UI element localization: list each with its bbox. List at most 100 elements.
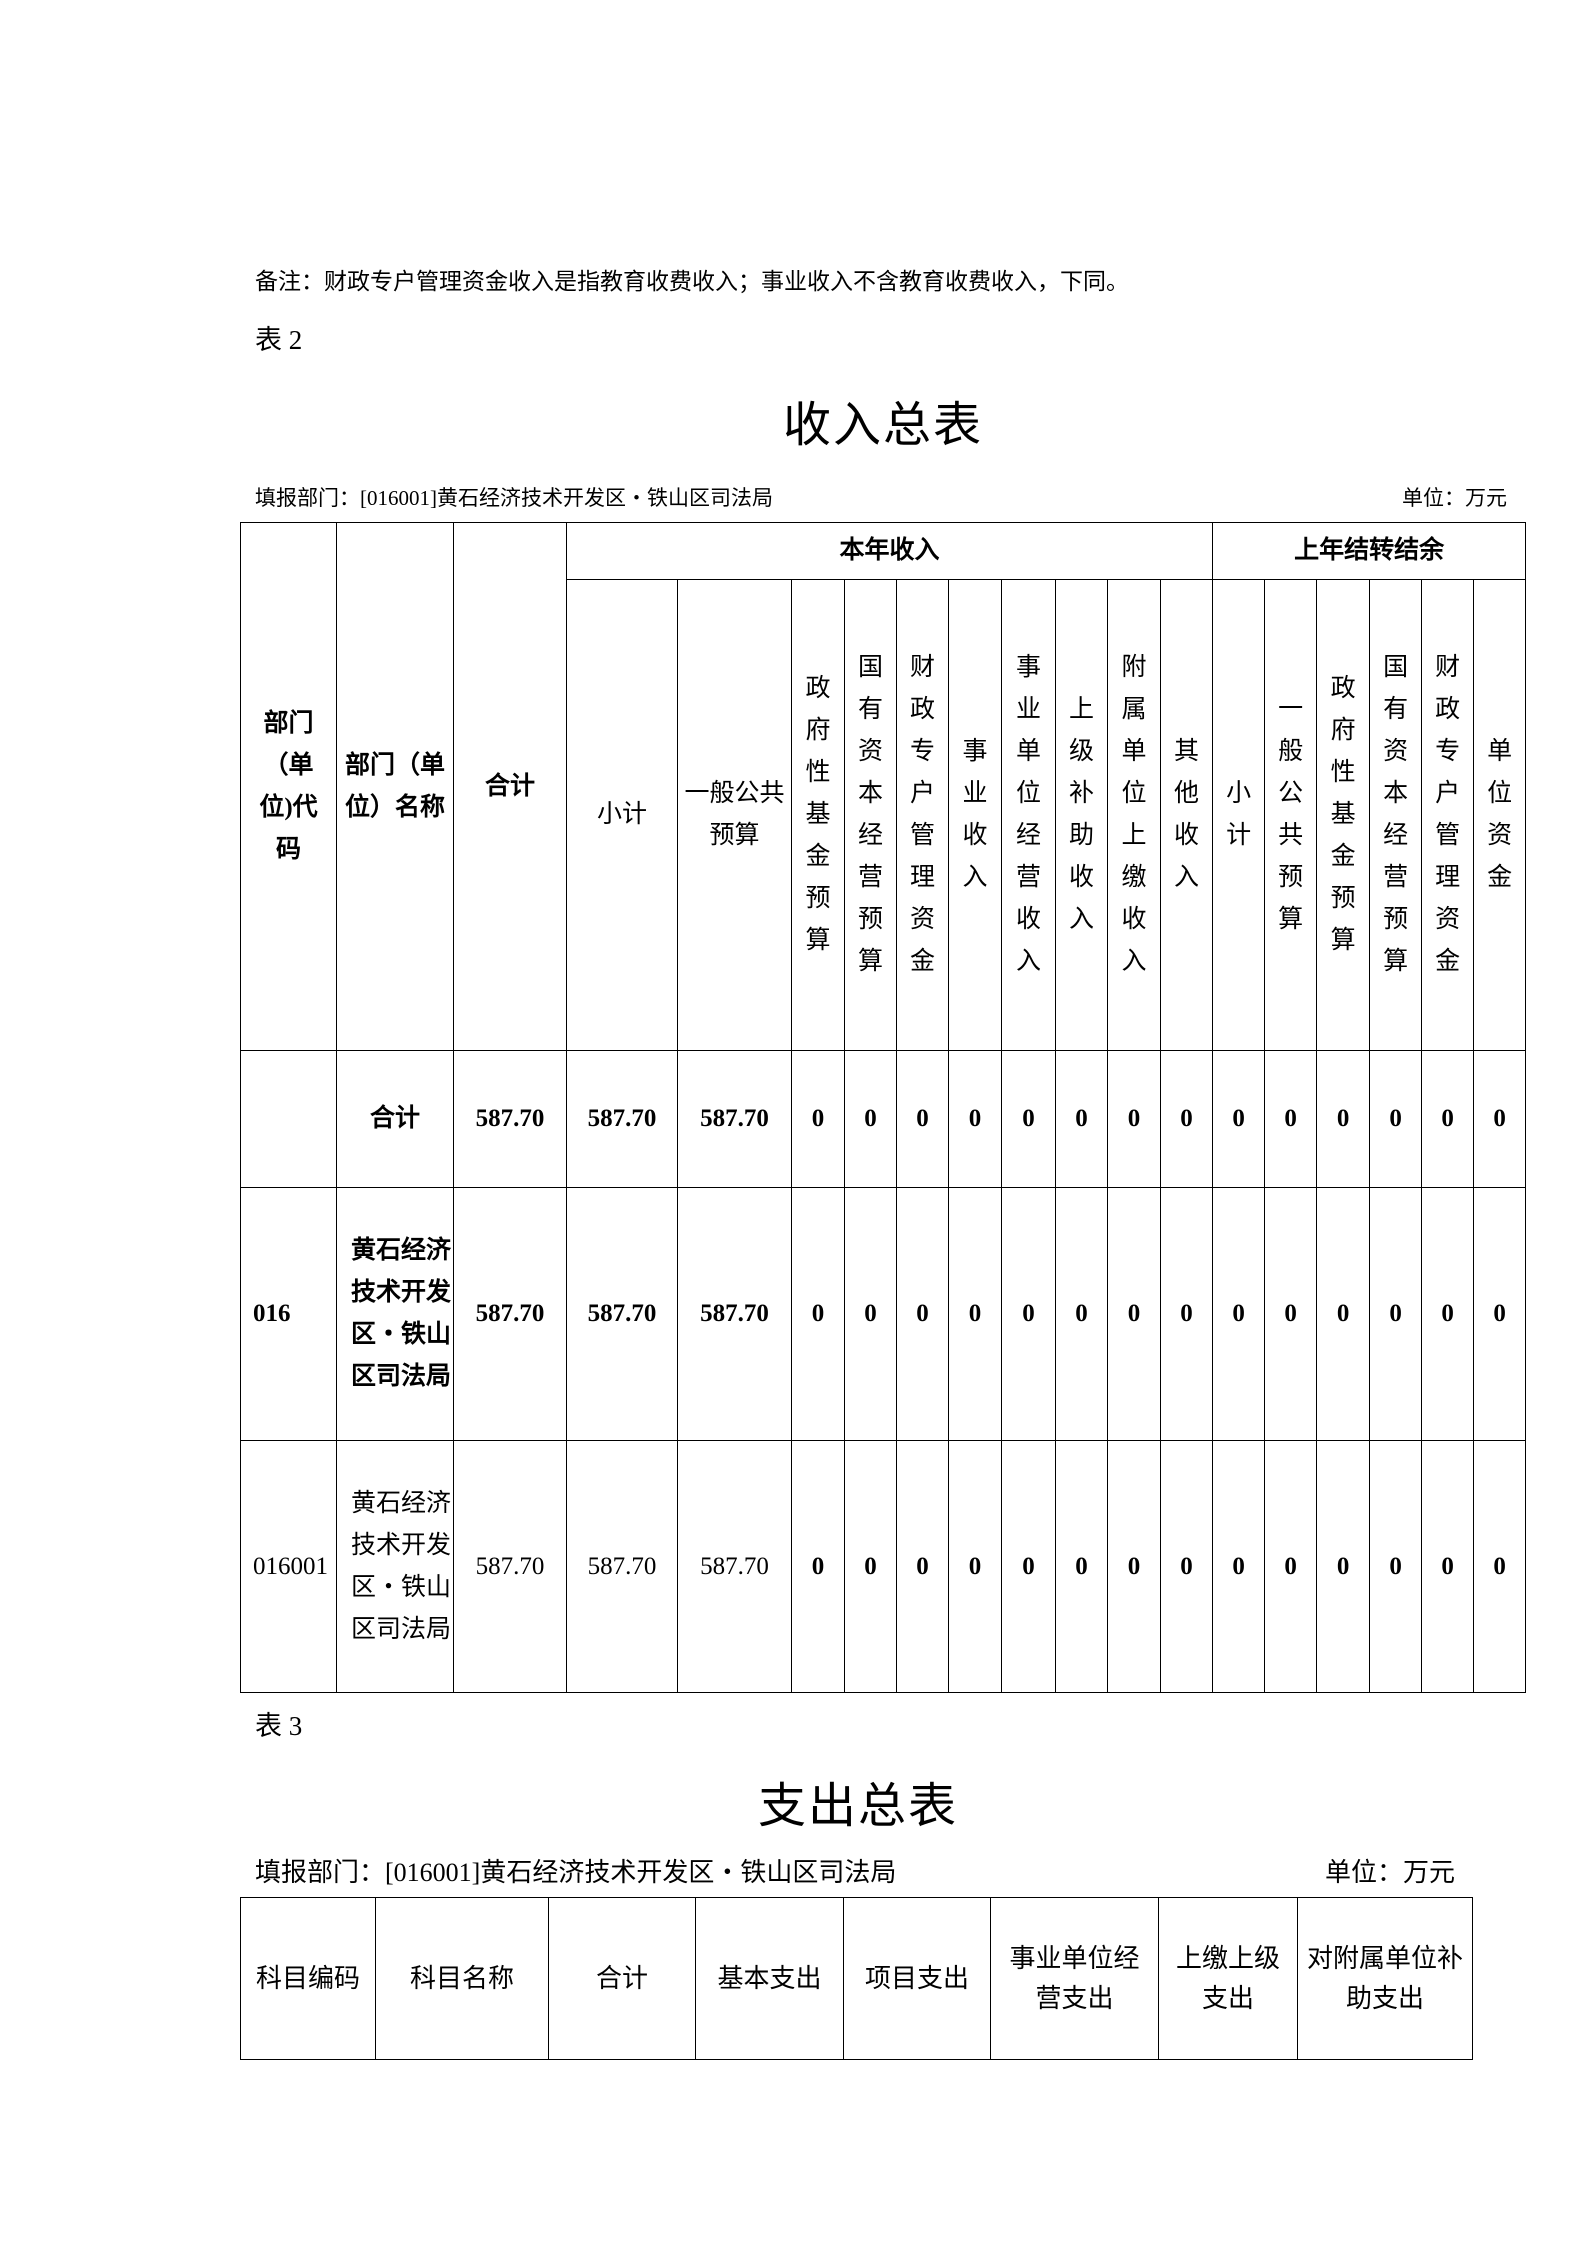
column-header: 附属单位上缴收入 bbox=[1107, 579, 1161, 1051]
table-row: 016001 黄石经济技术开发区・铁山区司法局 587.70 587.70 587.70… bbox=[240, 1440, 1527, 1693]
amount-cell: 587.70 bbox=[566, 1440, 678, 1693]
amount-cell: 0 bbox=[1369, 1440, 1423, 1693]
table2-unit: 单位：万元 bbox=[1402, 486, 1507, 510]
column-header: 财政专户管理资金 bbox=[896, 579, 949, 1051]
amount-cell: 0 bbox=[1369, 1050, 1423, 1188]
amount-cell: 0 bbox=[1264, 1050, 1318, 1188]
dept-name-cell: 黄石经济技术开发区・铁山区司法局 bbox=[336, 1187, 454, 1441]
column-header: 一般公共预算 bbox=[677, 579, 792, 1051]
table-row: 016 黄石经济技术开发区・铁山区司法局 587.70 587.70 587.70 0 0 0… bbox=[240, 1187, 1527, 1441]
amount-cell: 0 bbox=[1107, 1440, 1161, 1693]
amount-cell: 0 bbox=[1421, 1187, 1475, 1441]
amount-cell: 0 bbox=[1421, 1440, 1475, 1693]
amount-cell: 0 bbox=[1001, 1050, 1056, 1188]
group-header-prior-balance: 上年结转结余 bbox=[1212, 522, 1527, 580]
column-header: 合计 bbox=[453, 522, 567, 1051]
amount-cell: 0 bbox=[1264, 1440, 1318, 1693]
table3-title: 支出总表 bbox=[757, 1780, 959, 1833]
amount-cell: 587.70 bbox=[453, 1187, 567, 1441]
amount-cell: 587.70 bbox=[566, 1050, 678, 1188]
expense-summary-table: 科目编码 科目名称 合计 基本支出 项目支出 事业单位经营支出 上缴上级支出 对附属单位补助支… bbox=[240, 1897, 1473, 2060]
table-row: 合计 587.70 587.70 587.70 0 0 0 0 0 0 0 0 0 0 0 0 0 0 bbox=[240, 1050, 1527, 1188]
dept-code-cell: 016 bbox=[240, 1187, 337, 1441]
amount-cell: 0 bbox=[1316, 1187, 1371, 1441]
amount-cell: 0 bbox=[1159, 1050, 1214, 1188]
amount-cell: 0 bbox=[1055, 1440, 1108, 1693]
dept-name-cell: 合计 bbox=[336, 1050, 454, 1188]
dept-name-cell: 黄石经济技术开发区・铁山区司法局 bbox=[336, 1440, 454, 1693]
table2-label: 表 2 bbox=[255, 325, 303, 355]
column-header: 部门（单位）名称 bbox=[336, 522, 454, 1051]
amount-cell: 0 bbox=[1316, 1050, 1371, 1188]
amount-cell: 0 bbox=[1159, 1440, 1214, 1693]
column-header: 其他收入 bbox=[1159, 579, 1214, 1051]
amount-cell: 0 bbox=[948, 1050, 1002, 1188]
amount-cell: 0 bbox=[1421, 1050, 1475, 1188]
amount-cell: 0 bbox=[948, 1187, 1002, 1441]
column-header: 政府性基金预算 bbox=[1316, 579, 1371, 1051]
amount-cell: 0 bbox=[1107, 1187, 1161, 1441]
column-header: 政府性基金预算 bbox=[791, 579, 845, 1051]
amount-cell: 0 bbox=[1159, 1187, 1214, 1441]
amount-cell: 587.70 bbox=[677, 1050, 792, 1188]
amount-cell: 0 bbox=[1369, 1187, 1423, 1441]
dept-code-cell: 016001 bbox=[240, 1440, 337, 1693]
table3-unit: 单位：万元 bbox=[1325, 1858, 1456, 1887]
table3-label: 表 3 bbox=[255, 1711, 303, 1741]
amount-cell: 0 bbox=[1212, 1440, 1266, 1693]
amount-cell: 0 bbox=[1316, 1440, 1371, 1693]
column-header: 事业单位经营收入 bbox=[1001, 579, 1056, 1051]
amount-cell: 587.70 bbox=[566, 1187, 678, 1441]
column-header: 小计 bbox=[566, 579, 678, 1051]
amount-cell: 0 bbox=[1473, 1187, 1527, 1441]
column-header: 科目编码 bbox=[240, 1897, 376, 2060]
column-header: 对附属单位补助支出 bbox=[1297, 1897, 1473, 2060]
amount-cell: 0 bbox=[1001, 1440, 1056, 1693]
amount-cell: 0 bbox=[948, 1440, 1002, 1693]
column-header: 事业单位经营支出 bbox=[990, 1897, 1159, 2060]
column-header: 上级补助收入 bbox=[1055, 579, 1108, 1051]
amount-cell: 0 bbox=[1473, 1050, 1527, 1188]
amount-cell: 0 bbox=[1264, 1187, 1318, 1441]
table2-title: 收入总表 bbox=[782, 399, 984, 452]
amount-cell: 0 bbox=[791, 1440, 845, 1693]
amount-cell: 0 bbox=[1107, 1050, 1161, 1188]
column-header: 上缴上级支出 bbox=[1158, 1897, 1298, 2060]
column-header: 部门（单位)代码 bbox=[240, 522, 337, 1051]
group-header-current-year: 本年收入 bbox=[565, 522, 1214, 580]
amount-cell: 587.70 bbox=[677, 1440, 792, 1693]
amount-cell: 0 bbox=[896, 1050, 949, 1188]
amount-cell: 587.70 bbox=[453, 1050, 567, 1188]
table3-dept: 填报部门：[016001]黄石经济技术开发区・铁山区司法局 bbox=[255, 1858, 897, 1887]
column-header: 项目支出 bbox=[843, 1897, 991, 2060]
column-header: 一般公共预算 bbox=[1264, 579, 1318, 1051]
amount-cell: 0 bbox=[791, 1187, 845, 1441]
amount-cell: 0 bbox=[1473, 1440, 1527, 1693]
amount-cell: 0 bbox=[1001, 1187, 1056, 1441]
column-header: 财政专户管理资金 bbox=[1421, 579, 1475, 1051]
column-header: 小计 bbox=[1212, 579, 1266, 1051]
amount-cell: 0 bbox=[1212, 1187, 1266, 1441]
dept-code-cell bbox=[240, 1050, 337, 1188]
amount-cell: 0 bbox=[844, 1187, 897, 1441]
amount-cell: 0 bbox=[896, 1440, 949, 1693]
amount-cell: 587.70 bbox=[677, 1187, 792, 1441]
amount-cell: 0 bbox=[844, 1440, 897, 1693]
column-header: 国有资本经营预算 bbox=[1369, 579, 1423, 1051]
amount-cell: 0 bbox=[896, 1187, 949, 1441]
column-header: 基本支出 bbox=[695, 1897, 844, 2060]
column-header: 科目名称 bbox=[375, 1897, 549, 2060]
income-summary-table: 部门（单位)代码 部门（单位）名称 合计 本年收入 上年结转结余 小计 一般公共预算 政府性基… bbox=[240, 522, 1527, 1693]
footnote: 备注：财政专户管理资金收入是指教育收费收入；事业收入不含教育收费收入，下同。 bbox=[255, 269, 1129, 294]
amount-cell: 0 bbox=[791, 1050, 845, 1188]
column-header: 单位资金 bbox=[1473, 579, 1527, 1051]
column-header: 合计 bbox=[548, 1897, 696, 2060]
amount-cell: 0 bbox=[844, 1050, 897, 1188]
amount-cell: 0 bbox=[1212, 1050, 1266, 1188]
amount-cell: 0 bbox=[1055, 1187, 1108, 1441]
column-header: 事业收入 bbox=[948, 579, 1002, 1051]
amount-cell: 0 bbox=[1055, 1050, 1108, 1188]
amount-cell: 587.70 bbox=[453, 1440, 567, 1693]
column-header: 国有资本经营预算 bbox=[844, 579, 897, 1051]
